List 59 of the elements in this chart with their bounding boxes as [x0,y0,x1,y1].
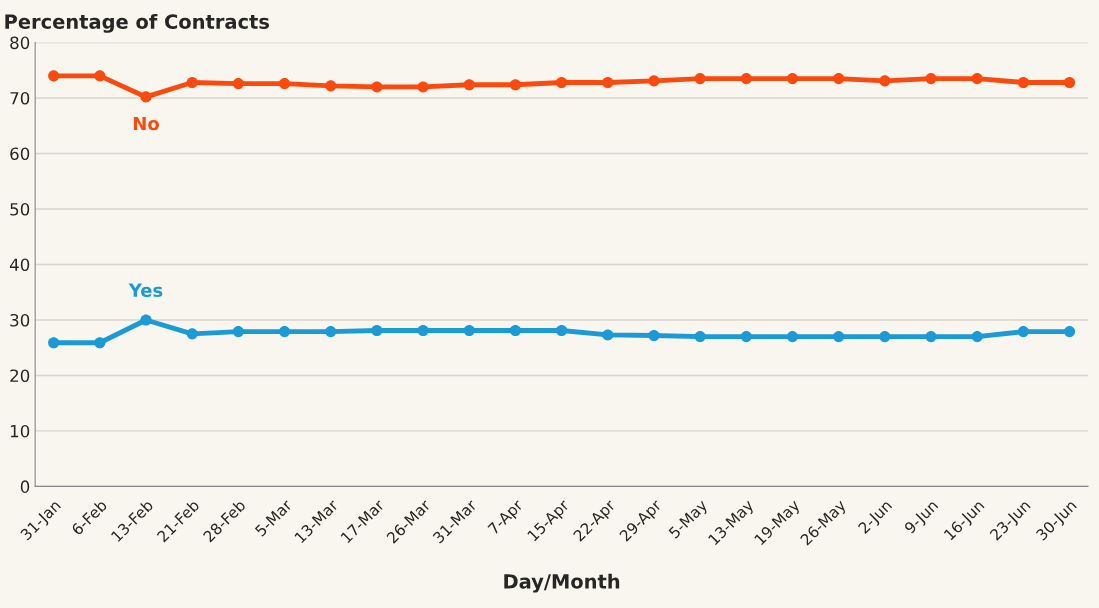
point [509,79,521,91]
point [786,73,799,85]
y-tick-label: 60 [10,147,30,161]
point [971,331,983,343]
point [1017,76,1029,89]
point [648,329,660,342]
y-tick-label: 10 [10,424,30,438]
point [879,331,891,343]
y-tick-label: 80 [10,36,30,50]
point [325,80,337,92]
point [371,324,383,337]
point [48,70,60,82]
point [694,331,706,343]
point [232,326,244,338]
series-label: No [133,116,159,131]
point [602,329,614,341]
point [463,79,475,91]
point [94,70,106,82]
y-tick-label: 40 [9,258,30,272]
y-tick-label: 70 [10,92,30,105]
point [417,324,429,337]
point [602,76,614,89]
point [325,326,337,338]
point [1017,326,1029,338]
y-tick-label: 0 [20,480,30,493]
point [94,337,106,349]
point [556,324,568,337]
y-tick-label: 50 [10,202,30,216]
point [1063,326,1076,338]
point [140,314,152,326]
point [278,326,291,338]
point [417,81,429,93]
point [186,76,198,89]
point [463,324,475,337]
point [1063,76,1076,89]
point [140,91,152,103]
point [371,81,383,93]
y-tick-label: 30 [10,313,30,327]
point [925,331,937,343]
point [186,328,198,340]
x-axis-title: Day/Month [504,573,620,593]
chart-title: Percentage of Contracts [5,13,269,33]
point [833,331,845,343]
point [509,324,521,337]
point [556,76,568,89]
point [971,73,983,85]
point [925,73,937,85]
point [740,73,752,85]
point [48,337,60,349]
point [879,75,891,87]
y-tick-label: 20 [10,369,30,383]
point [278,78,291,90]
point [786,331,799,343]
point [648,75,660,87]
point [694,73,706,85]
point [833,73,845,85]
point [740,331,752,343]
series-label: Yes [128,283,163,298]
point [232,78,244,90]
